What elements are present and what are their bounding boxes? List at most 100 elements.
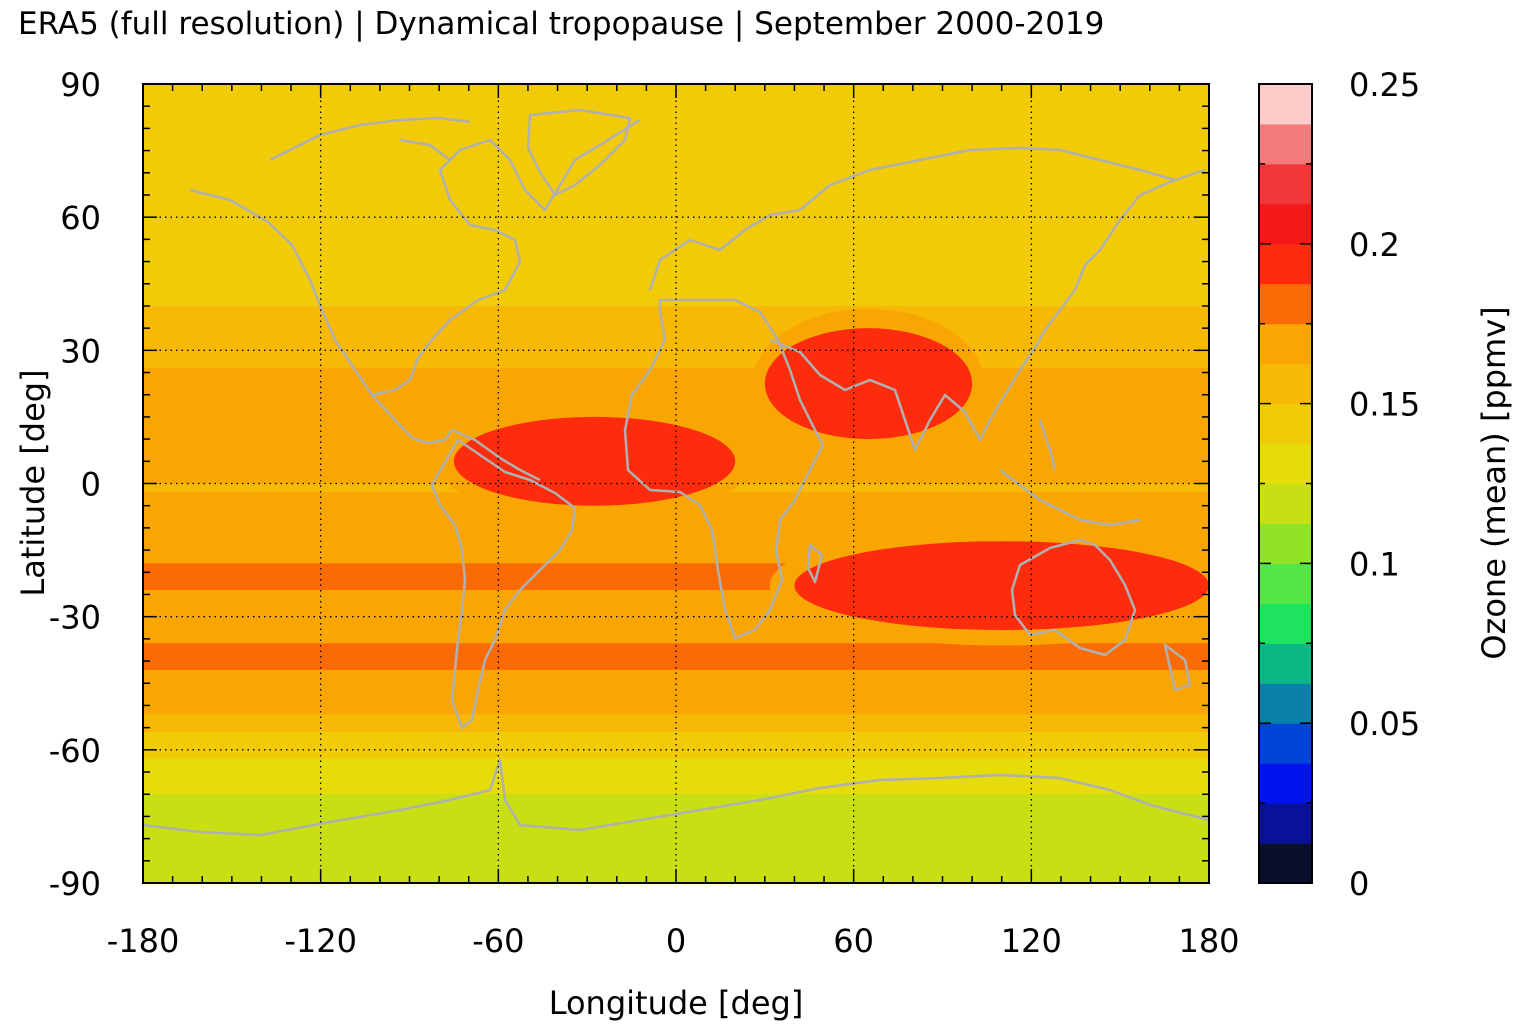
y-tick-label: 0 [81, 466, 101, 504]
field-band [143, 616, 1209, 627]
x-tick-label: -60 [472, 922, 524, 960]
field-band [143, 403, 1209, 414]
field-band [143, 270, 1209, 280]
y-axis: 90 60 30 0 -30 -60 -90 [49, 66, 101, 903]
colorbar-swatch [1259, 84, 1312, 125]
x-tick-label: 120 [1001, 922, 1062, 960]
field-band [143, 288, 1209, 298]
minor-ticks [142, 83, 1210, 884]
colorbar-tick-label: 0 [1349, 865, 1369, 903]
coastlines [143, 108, 1209, 837]
field-band [143, 527, 1209, 538]
chart-title: ERA5 (full resolution) | Dynamical tropo… [18, 6, 1104, 42]
y-tick-label: -30 [49, 599, 101, 637]
field-band [143, 226, 1209, 236]
x-axis-label: Longitude [deg] [549, 984, 804, 1022]
field-band [143, 669, 1209, 680]
field-band [143, 368, 1209, 378]
field-band [143, 128, 1209, 138]
field-band [143, 350, 1209, 360]
y-tick-label: 90 [60, 66, 101, 104]
colorbar-tick-label: 0.2 [1349, 226, 1400, 264]
coast-north-america [189, 116, 641, 482]
field-band [143, 234, 1209, 245]
field-band [143, 590, 1209, 600]
colorbar-tick-label: 0.15 [1349, 386, 1420, 424]
field-band [143, 297, 1209, 307]
colorbar-swatch [1259, 803, 1312, 844]
colorbar-label: Ozone (mean) [ppmv] [1475, 306, 1513, 659]
colorbar-swatch [1259, 763, 1312, 804]
colorbar-swatch [1259, 283, 1312, 325]
colorbar-swatch [1259, 403, 1312, 445]
field-band [143, 119, 1209, 129]
field-band [143, 847, 1209, 857]
field-band [143, 687, 1209, 698]
field-band [143, 634, 1209, 644]
field-band [143, 856, 1209, 866]
coast-south-america [430, 438, 577, 730]
field-band [143, 510, 1209, 520]
field-band [143, 314, 1209, 325]
x-tick-label: 60 [833, 922, 874, 960]
field-band [143, 181, 1209, 192]
field-band [143, 732, 1209, 742]
field-band [143, 794, 1209, 804]
field-band [143, 661, 1209, 671]
y-tick-label: -90 [49, 865, 101, 903]
coast-greenland [526, 108, 632, 197]
colorbar-tick-label: 0.1 [1349, 545, 1400, 583]
field-band [143, 359, 1209, 369]
field-band [143, 749, 1209, 760]
colorbar-tick-label: 0.05 [1349, 705, 1420, 743]
colorbar: 0 0.05 0.1 0.15 0.2 0.25 [1258, 66, 1420, 903]
field-band [143, 598, 1209, 609]
colorbar-swatch [1259, 723, 1312, 764]
coast-europe-africa [623, 208, 825, 640]
x-tick-label: 0 [666, 922, 686, 960]
field-band [143, 820, 1209, 831]
field-band [143, 545, 1209, 556]
field-maximum [764, 328, 973, 440]
field-band [143, 163, 1209, 174]
plot-frame [142, 83, 1210, 884]
colorbar-swatch [1259, 363, 1312, 405]
y-tick-label: 30 [60, 332, 101, 370]
colorbar-swatch [1259, 643, 1312, 684]
field-band [143, 829, 1209, 840]
colorbar-swatch [1259, 203, 1312, 245]
field-band [143, 199, 1209, 209]
field-band [143, 137, 1209, 147]
x-tick-label: -180 [107, 922, 180, 960]
colorbar-swatch [1259, 123, 1312, 165]
field-band [143, 714, 1209, 724]
field-band [143, 554, 1209, 564]
coast-antarctica [143, 758, 1209, 837]
field-band [143, 385, 1209, 396]
field-band [143, 155, 1209, 165]
y-tick-label: -60 [49, 732, 101, 770]
x-axis: -180 -120 -60 0 60 120 180 [107, 922, 1240, 960]
coast-australia [1010, 538, 1192, 692]
x-tick-label: 180 [1178, 922, 1239, 960]
field-band [143, 803, 1209, 813]
field-band [143, 572, 1209, 582]
field-band [143, 785, 1209, 795]
field-band [143, 323, 1209, 334]
field-band [143, 279, 1209, 289]
field-band [143, 208, 1209, 218]
y-axis-label: Latitude [deg] [14, 369, 52, 596]
colorbar-swatch [1259, 683, 1312, 724]
colorbar-swatch [1259, 563, 1312, 604]
colorbar-swatch [1259, 443, 1312, 484]
colorbar-swatch [1259, 523, 1312, 564]
x-tick-label: -120 [284, 922, 357, 960]
colorbar-swatch [1259, 483, 1312, 524]
field-band [143, 394, 1209, 405]
colorbar-swatch [1259, 163, 1312, 205]
field-maximum [453, 416, 736, 506]
field-band [143, 740, 1209, 751]
plot-area [142, 83, 1210, 884]
field-band [143, 705, 1209, 715]
